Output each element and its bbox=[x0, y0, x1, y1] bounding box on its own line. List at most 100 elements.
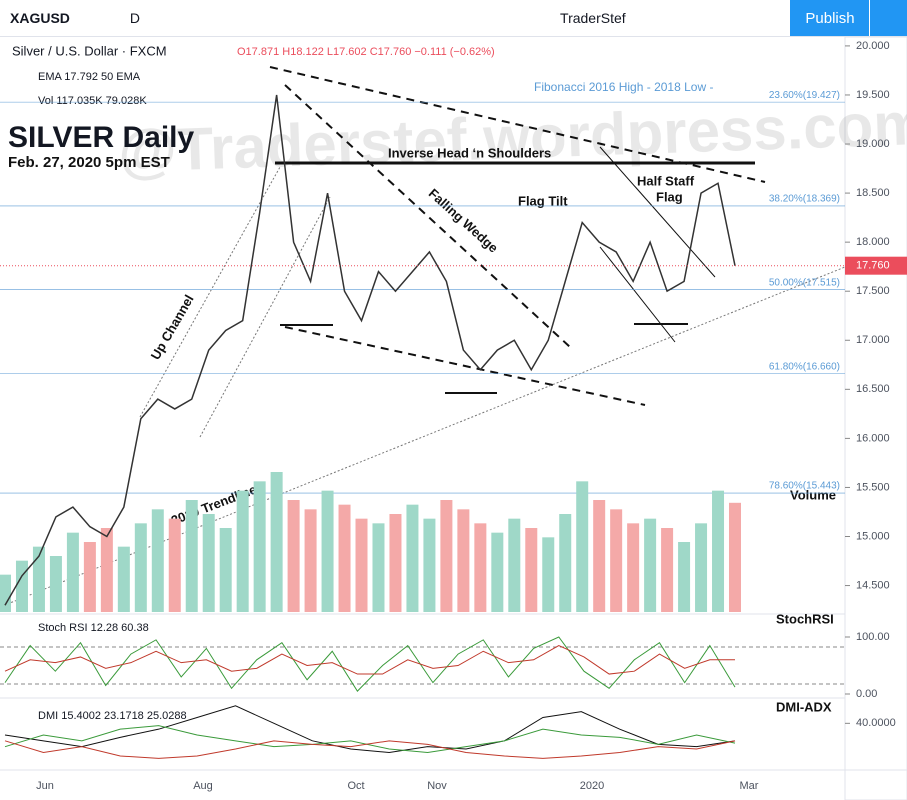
indicator-line bbox=[4, 644, 735, 675]
volume-bar bbox=[440, 500, 453, 612]
volume-bar bbox=[559, 514, 572, 612]
toolbar: XAGUSD D TraderStef Publish bbox=[0, 0, 907, 37]
volume-bar bbox=[491, 532, 504, 612]
annotation-date: Feb. 27, 2020 5pm EST bbox=[8, 154, 170, 171]
volume-bar bbox=[15, 560, 28, 612]
price-axis bbox=[844, 37, 907, 800]
volume-bar bbox=[695, 523, 708, 612]
volume-bar bbox=[83, 542, 96, 612]
y-tick-label: 18.500 bbox=[856, 187, 890, 199]
volume-bar bbox=[406, 504, 419, 612]
volume-bar bbox=[134, 523, 147, 612]
symbol[interactable]: XAGUSD bbox=[10, 10, 70, 26]
volume-bar bbox=[151, 509, 164, 612]
y-tick-label: 17.500 bbox=[856, 285, 890, 297]
volume-bar bbox=[372, 523, 385, 612]
volume-bar bbox=[304, 509, 317, 612]
y-tick-label: 16.000 bbox=[856, 432, 890, 444]
fib-label: 23.60%(19.427) bbox=[769, 90, 840, 101]
fib-title: Fibonacci 2016 High - 2018 Low - bbox=[534, 80, 713, 94]
x-tick-label: 2020 bbox=[580, 780, 604, 792]
volume-bar bbox=[508, 518, 521, 612]
volume-bar bbox=[0, 574, 11, 612]
volume-bar bbox=[355, 518, 368, 612]
volume-bar bbox=[287, 500, 300, 612]
volume-bar bbox=[678, 542, 691, 612]
y-tick-label: 20.000 bbox=[856, 40, 890, 52]
vol-legend: Vol 117.035K 79.028K bbox=[38, 95, 147, 107]
annotation-title: SILVER Daily bbox=[8, 121, 194, 154]
volume-bar bbox=[729, 502, 741, 612]
volume-bar bbox=[712, 490, 725, 612]
volume-bar bbox=[474, 523, 487, 612]
indicator-line bbox=[4, 725, 736, 754]
publish-button[interactable]: Publish bbox=[790, 0, 870, 36]
volume-bar bbox=[644, 518, 657, 612]
volume-bar bbox=[253, 481, 266, 612]
annotation: DMI-ADX bbox=[776, 699, 832, 714]
x-tick-label: Aug bbox=[193, 780, 213, 792]
y-tick-label: 19.500 bbox=[856, 89, 890, 101]
volume-bar bbox=[66, 532, 79, 612]
volume-bar bbox=[627, 523, 640, 612]
volume-bar bbox=[168, 518, 181, 612]
volume-bar bbox=[100, 528, 113, 612]
y-tick-label: 0.00 bbox=[856, 688, 877, 700]
y-tick-label: 15.000 bbox=[856, 530, 890, 542]
volume-bar bbox=[117, 546, 130, 612]
indicator-line bbox=[4, 740, 736, 759]
volume-bar bbox=[525, 528, 538, 612]
layout-name[interactable]: TraderStef bbox=[560, 10, 626, 26]
y-tick-label: 40.0000 bbox=[856, 717, 896, 729]
x-tick-label: Oct bbox=[347, 780, 364, 792]
volume-bar bbox=[661, 528, 674, 612]
watermark: @Traderstef.wordpress.com bbox=[117, 90, 907, 185]
fib-label: 50.00%(17.515) bbox=[769, 277, 840, 288]
annotation: Volume bbox=[790, 487, 836, 502]
volume-bar bbox=[321, 490, 334, 612]
volume-bar bbox=[202, 514, 215, 612]
annotation: StochRSI bbox=[776, 611, 834, 626]
volume-bar bbox=[389, 514, 402, 612]
volume-bar bbox=[457, 509, 470, 612]
annotation: Flag Tilt bbox=[518, 193, 568, 208]
chart: @Traderstef.wordpress.com SILVER Daily F… bbox=[0, 37, 907, 800]
ohlc: O17.871 H18.122 L17.602 C17.760 −0.111 (… bbox=[237, 46, 495, 58]
last-price-tag bbox=[845, 256, 907, 275]
annotation: Half Staff bbox=[637, 173, 695, 188]
fib-label: 78.60%(15.443) bbox=[769, 481, 840, 492]
volume-bar bbox=[219, 528, 232, 612]
volume-bar bbox=[236, 490, 249, 612]
volume-bar bbox=[610, 509, 623, 612]
y-tick-label: 16.500 bbox=[856, 383, 890, 395]
volume-bar bbox=[542, 537, 555, 612]
play-button[interactable] bbox=[869, 0, 907, 36]
annotation: Inverse Head ‘n Shoulders bbox=[388, 145, 551, 160]
indicator-line bbox=[4, 705, 736, 754]
stoch-legend: Stoch RSI 12.28 60.38 bbox=[38, 622, 149, 634]
y-tick-label: 17.000 bbox=[856, 334, 890, 346]
indicator-line bbox=[4, 636, 736, 692]
annotation: Flag bbox=[656, 189, 683, 204]
fib-label: 38.20%(18.369) bbox=[769, 194, 840, 205]
interval[interactable]: D bbox=[129, 10, 141, 26]
volume-bar bbox=[423, 518, 436, 612]
volume-bar bbox=[576, 481, 589, 612]
y-tick-label: 14.500 bbox=[856, 579, 890, 591]
annotation: Up Channel bbox=[148, 292, 197, 362]
instrument: Silver / U.S. Dollar · FXCM bbox=[12, 43, 167, 58]
volume-bar bbox=[185, 500, 198, 612]
drawings bbox=[0, 66, 846, 608]
x-tick-label: Jun bbox=[36, 780, 54, 792]
x-tick-label: Nov bbox=[427, 780, 447, 792]
volume-bar bbox=[593, 500, 606, 612]
ema-legend: EMA 17.792 50 EMA bbox=[38, 71, 141, 83]
last-price-label: 17.760 bbox=[856, 260, 890, 272]
volume-bar bbox=[338, 504, 351, 612]
dmi-legend: DMI 15.4002 23.1718 25.0288 bbox=[38, 710, 187, 722]
y-tick-label: 15.500 bbox=[856, 481, 890, 493]
fib-label: 61.80%(16.660) bbox=[769, 361, 840, 372]
price-line bbox=[4, 94, 736, 606]
volume-bar bbox=[270, 472, 283, 612]
